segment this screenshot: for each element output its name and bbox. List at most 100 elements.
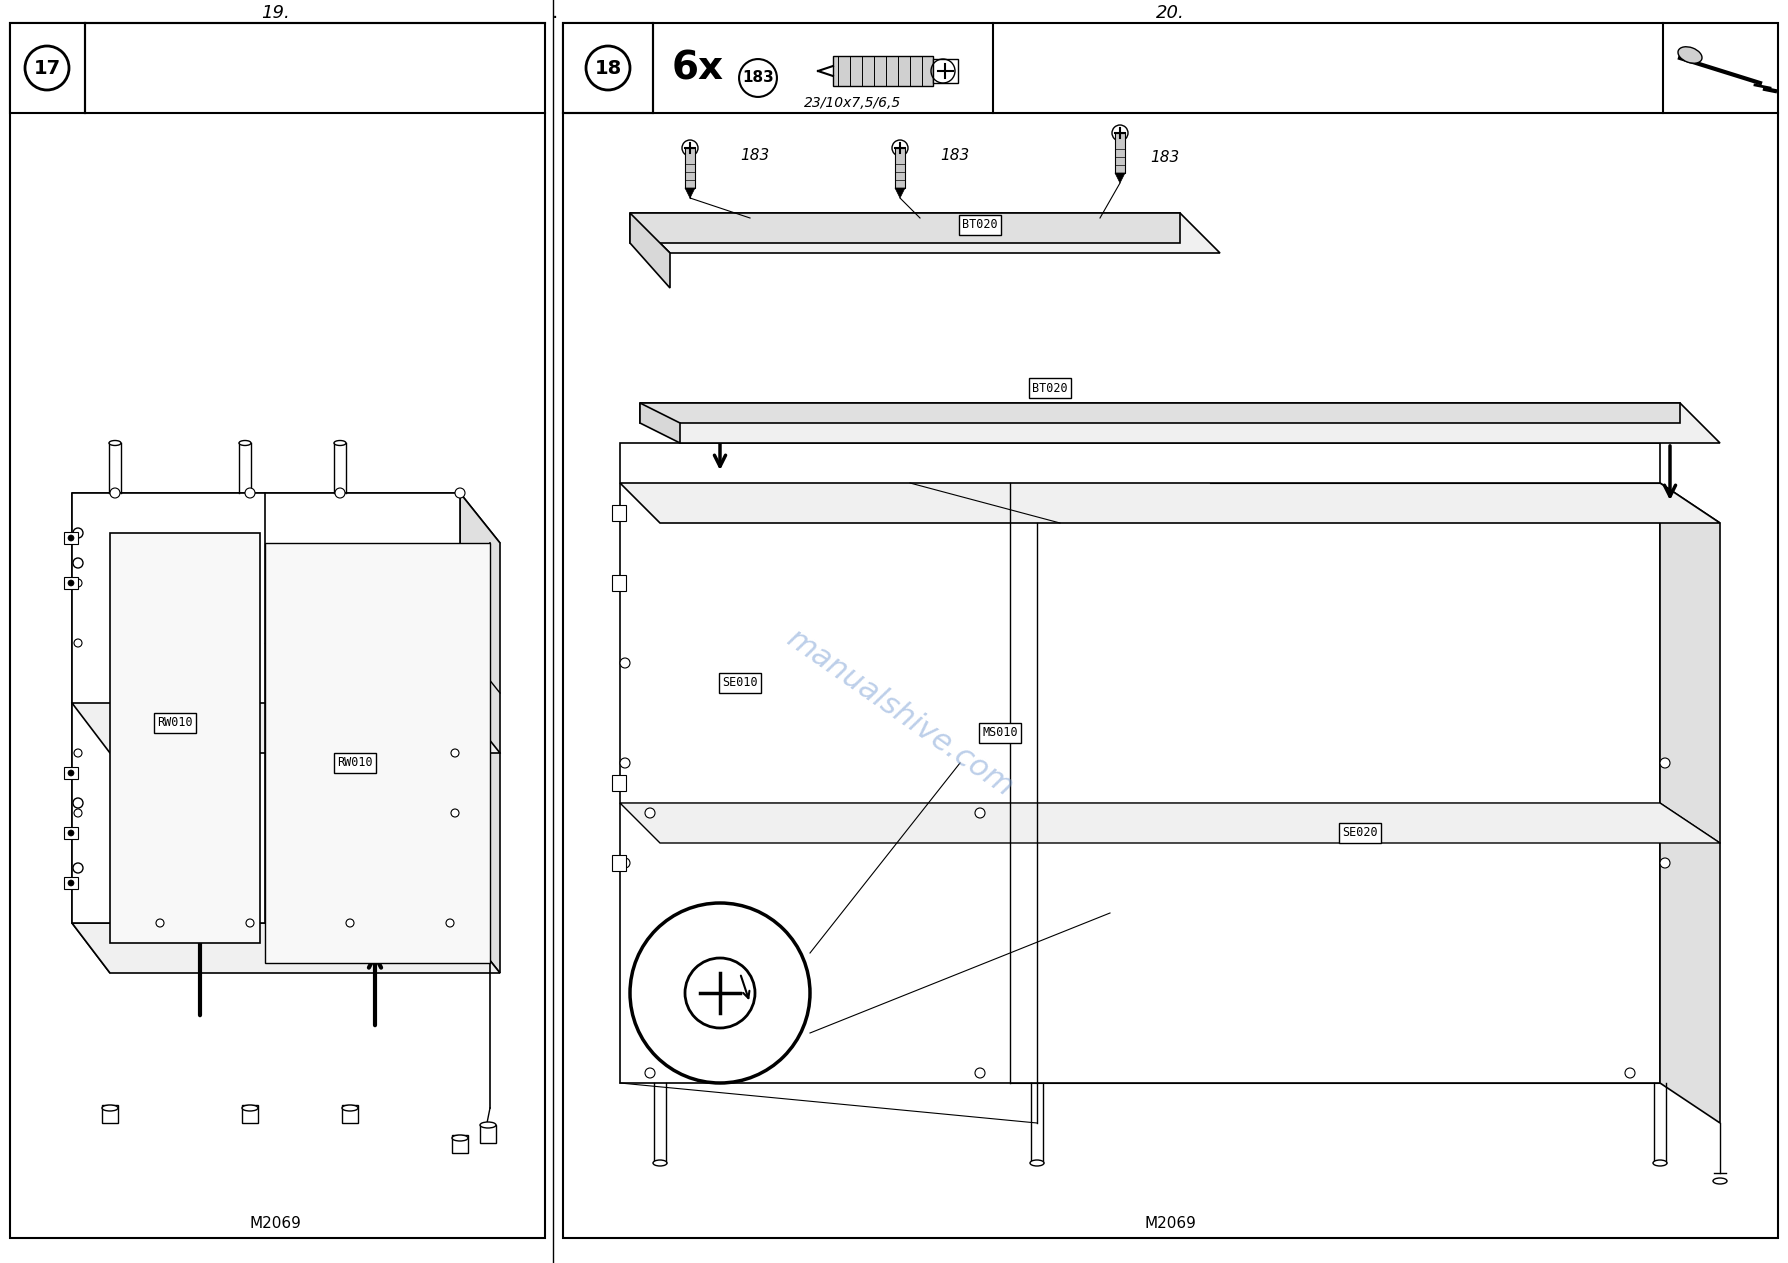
- Polygon shape: [72, 923, 501, 973]
- Bar: [72, 493, 460, 923]
- Bar: [1116, 133, 1125, 173]
- Ellipse shape: [1030, 1159, 1044, 1166]
- Circle shape: [73, 528, 82, 538]
- Polygon shape: [1116, 173, 1125, 183]
- Text: 17: 17: [34, 58, 61, 77]
- Bar: [64, 767, 79, 779]
- Polygon shape: [629, 213, 670, 288]
- Circle shape: [247, 919, 254, 927]
- Polygon shape: [629, 213, 1180, 242]
- Bar: [933, 59, 958, 83]
- Text: 183: 183: [940, 148, 969, 163]
- Ellipse shape: [1677, 47, 1702, 63]
- Text: M2069: M2069: [249, 1215, 300, 1230]
- Polygon shape: [72, 493, 111, 973]
- Circle shape: [974, 1068, 985, 1079]
- Ellipse shape: [102, 1105, 118, 1111]
- Text: 6x: 6x: [672, 49, 724, 87]
- Circle shape: [334, 488, 345, 498]
- Text: 19.: 19.: [261, 4, 290, 21]
- Circle shape: [347, 919, 354, 927]
- Circle shape: [111, 488, 120, 498]
- Bar: [64, 532, 79, 544]
- Text: 183: 183: [742, 71, 774, 86]
- Circle shape: [1659, 858, 1670, 868]
- Text: 20.: 20.: [1155, 4, 1184, 21]
- Circle shape: [681, 140, 697, 157]
- Ellipse shape: [479, 1122, 495, 1128]
- Circle shape: [645, 808, 654, 818]
- Ellipse shape: [342, 1105, 358, 1111]
- Polygon shape: [620, 803, 1720, 842]
- Circle shape: [892, 140, 908, 157]
- Polygon shape: [640, 403, 1720, 443]
- Circle shape: [68, 830, 73, 836]
- Ellipse shape: [1652, 1159, 1666, 1166]
- Ellipse shape: [452, 1135, 468, 1140]
- Circle shape: [156, 919, 164, 927]
- Bar: [64, 577, 79, 589]
- Bar: [64, 827, 79, 839]
- Bar: [102, 1105, 118, 1123]
- Bar: [342, 1105, 358, 1123]
- Circle shape: [73, 639, 82, 647]
- Bar: [479, 1125, 495, 1143]
- Bar: [611, 575, 626, 591]
- Polygon shape: [72, 703, 501, 753]
- Circle shape: [68, 880, 73, 887]
- Text: 23/10x7,5/6,5: 23/10x7,5/6,5: [805, 96, 901, 110]
- Bar: [64, 877, 79, 889]
- Bar: [611, 775, 626, 791]
- Ellipse shape: [241, 1105, 257, 1111]
- Bar: [620, 443, 1659, 1082]
- Ellipse shape: [109, 441, 122, 446]
- Bar: [563, 23, 1777, 1238]
- Circle shape: [629, 903, 810, 1082]
- Polygon shape: [640, 403, 1681, 423]
- Bar: [11, 23, 86, 112]
- Bar: [563, 23, 653, 112]
- Text: .: .: [552, 4, 558, 23]
- Bar: [241, 1105, 257, 1123]
- Text: BT020: BT020: [1032, 381, 1067, 394]
- Ellipse shape: [240, 441, 250, 446]
- Circle shape: [445, 919, 454, 927]
- Bar: [833, 56, 933, 86]
- Ellipse shape: [1713, 1178, 1727, 1183]
- Bar: [11, 23, 545, 1238]
- Polygon shape: [896, 188, 905, 198]
- Polygon shape: [72, 493, 501, 543]
- Circle shape: [974, 808, 985, 818]
- Circle shape: [73, 749, 82, 757]
- Polygon shape: [640, 403, 679, 443]
- Text: BT020: BT020: [962, 218, 998, 231]
- Text: MS010: MS010: [982, 726, 1017, 740]
- Circle shape: [451, 749, 460, 757]
- Ellipse shape: [334, 441, 347, 446]
- Text: RW010: RW010: [338, 757, 374, 769]
- Circle shape: [73, 798, 82, 808]
- Circle shape: [1625, 1068, 1634, 1079]
- Bar: [896, 148, 905, 188]
- Circle shape: [454, 488, 465, 498]
- Text: SE010: SE010: [722, 677, 758, 690]
- Polygon shape: [629, 213, 1219, 253]
- Circle shape: [620, 758, 629, 768]
- Ellipse shape: [653, 1159, 667, 1166]
- Circle shape: [68, 580, 73, 586]
- Bar: [611, 855, 626, 871]
- Circle shape: [645, 1068, 654, 1079]
- Text: M2069: M2069: [1144, 1215, 1196, 1230]
- Polygon shape: [620, 482, 1720, 523]
- Circle shape: [1112, 125, 1128, 141]
- Circle shape: [68, 770, 73, 775]
- Circle shape: [73, 810, 82, 817]
- Circle shape: [73, 863, 82, 873]
- Polygon shape: [111, 533, 259, 943]
- Text: manualshive.com: manualshive.com: [781, 624, 1019, 802]
- Text: 183: 183: [1150, 150, 1180, 165]
- Polygon shape: [460, 493, 501, 973]
- Bar: [452, 1135, 468, 1153]
- Circle shape: [620, 658, 629, 668]
- Circle shape: [68, 536, 73, 541]
